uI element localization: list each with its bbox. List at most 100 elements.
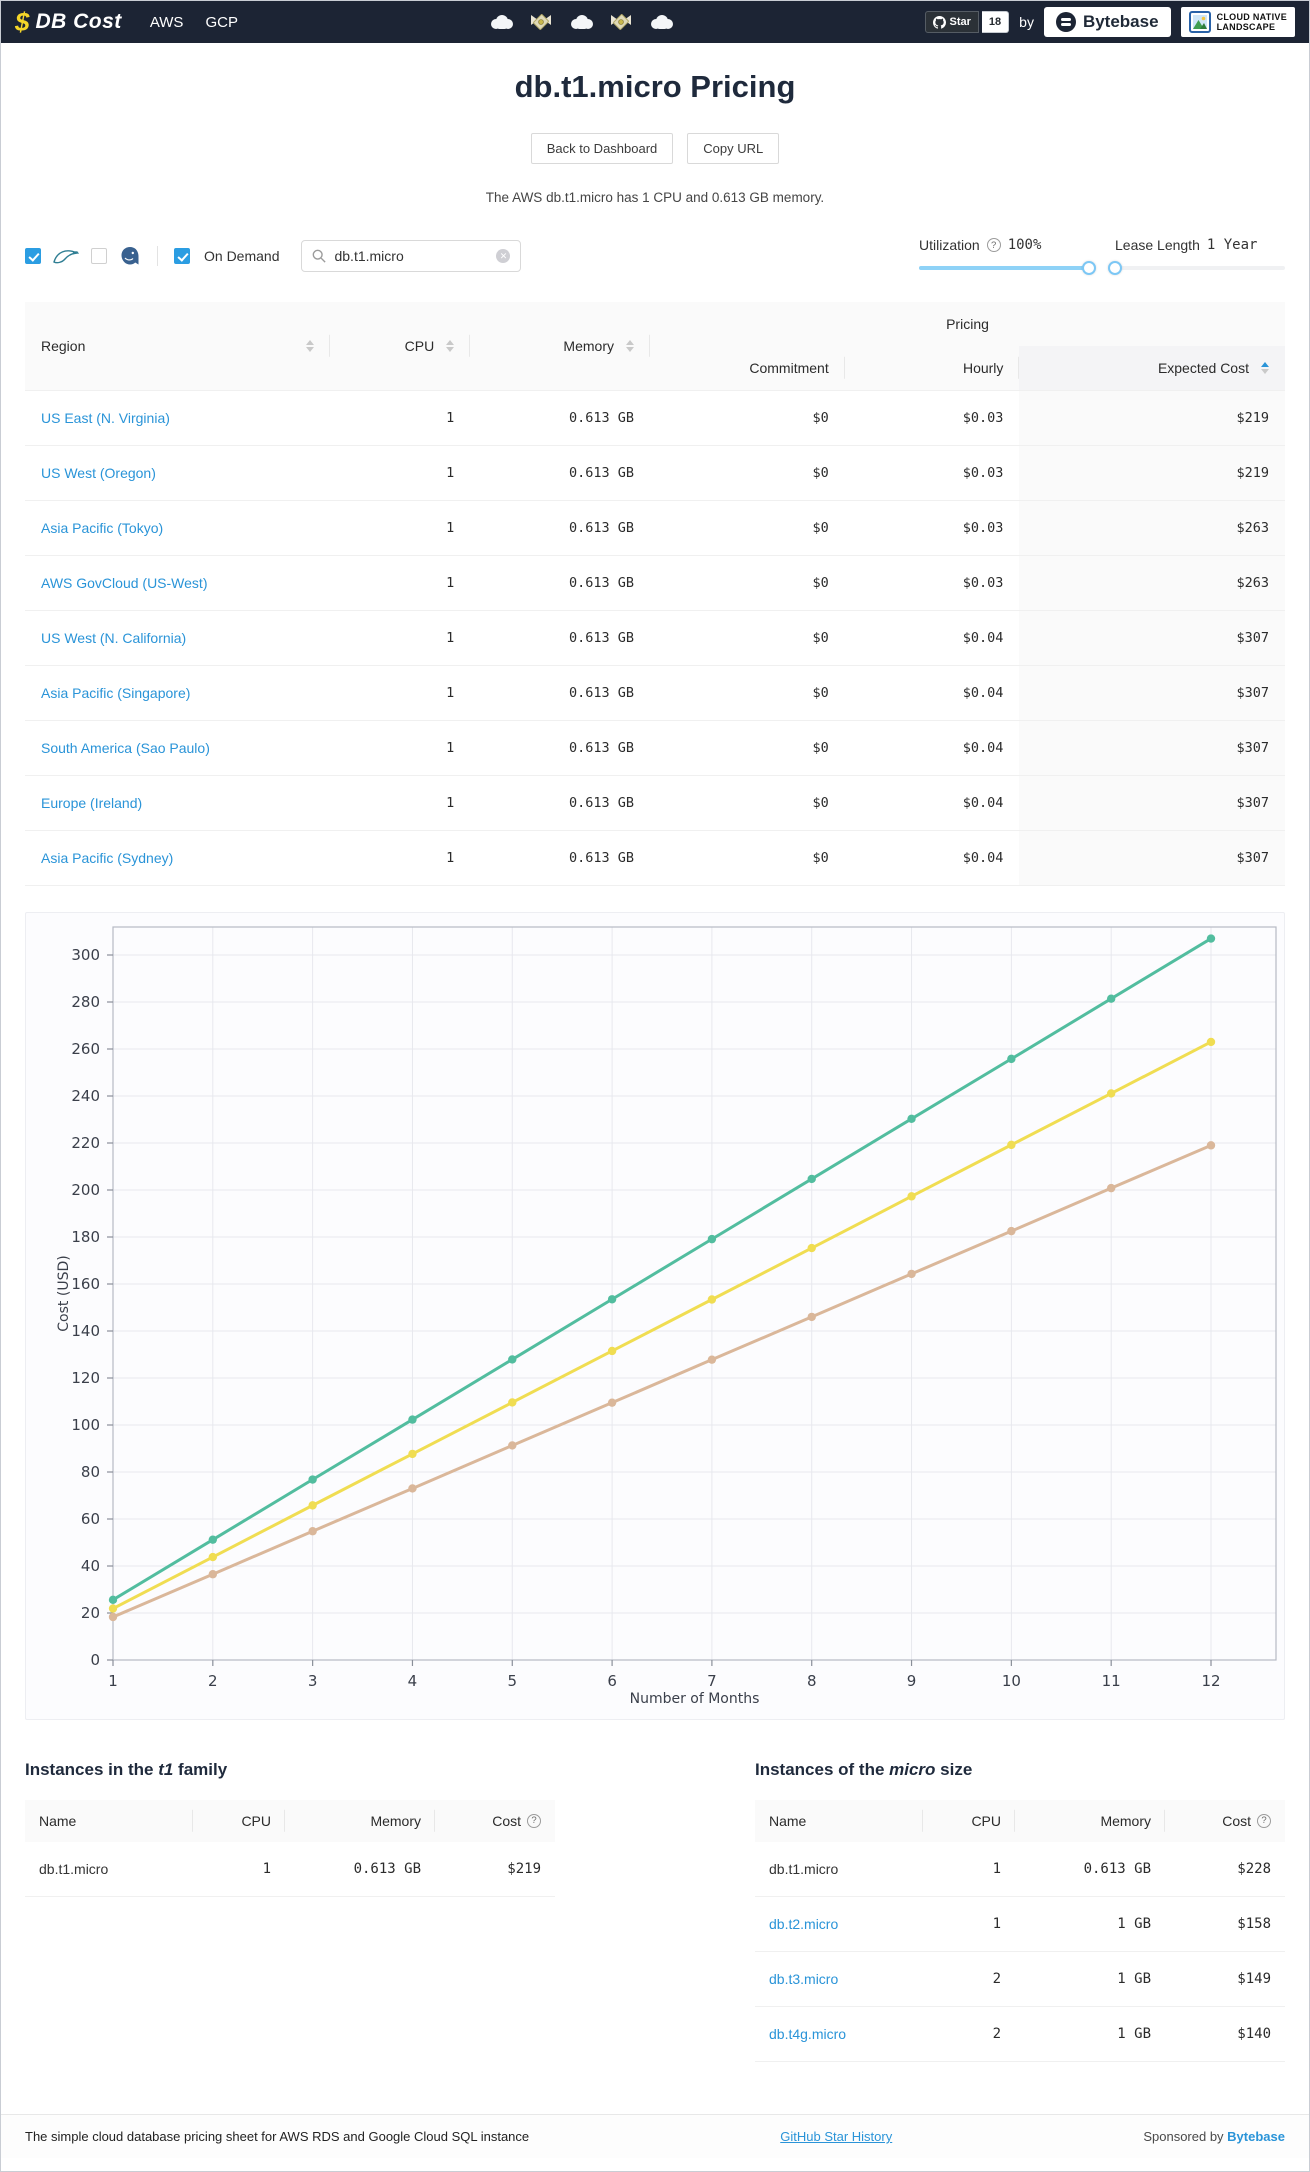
region-link[interactable]: US West (Oregon) [41,464,156,481]
size-instances-panel: Instances of the micro size Name CPU Mem… [755,1759,1285,2062]
cost-cell: $228 [1165,1841,1285,1897]
sort-icon[interactable] [306,339,315,352]
cloud-native-landscape-badge[interactable]: CLOUD NATIVE LANDSCAPE [1180,7,1295,37]
column-header-region[interactable]: Region [25,302,331,390]
mysql-checkbox[interactable] [25,248,41,264]
nav-aws[interactable]: AWS [149,13,184,31]
column-header-cpu[interactable]: CPU [330,302,471,390]
region-link[interactable]: Asia Pacific (Sydney) [41,849,174,866]
hourly-cell: $0.04 [844,775,1020,831]
question-circle-icon[interactable]: ? [527,1813,541,1828]
region-pricing-row: Asia Pacific (Tokyo) 1 0.613 GB $0 $0.03 $263 [25,500,1285,556]
region-pricing-row: South America (Sao Paulo) 1 0.613 GB $0 $0.0… [25,720,1285,776]
commitment-cell: $0 [649,445,845,501]
bytebase-logo-badge[interactable]: Bytebase [1043,7,1171,37]
dbcost-logo[interactable]: $ DB Cost [15,9,122,35]
cost-cell: $140 [1165,2006,1285,2062]
bytebase-label: Bytebase [1082,12,1159,31]
instance-link[interactable]: db.t4g.micro [769,2026,847,2042]
column-header-commitment: Commitment [649,346,845,390]
column-header-memory: Memory [1015,1799,1165,1842]
region-link[interactable]: US East (N. Virginia) [41,409,170,426]
expected-cost-cell: $307 [1019,610,1285,666]
region-cell: South America (Sao Paulo) [25,720,331,776]
column-header-cost: Cost ? [435,1799,555,1842]
cpu-cell: 1 [330,389,471,446]
landscape-icon [1188,11,1211,33]
region-cell: Asia Pacific (Tokyo) [25,500,331,556]
by-label: by [1019,14,1034,30]
footer-description: The simple cloud database pricing sheet … [25,2129,530,2144]
cpu-cell: 1 [330,610,471,666]
hourly-cell: $0.03 [844,445,1020,501]
svg-text:300: 300 [71,946,100,964]
size-instances-table: Name CPU Memory Cost ? db.t1.micro 1 0.613… [755,1799,1285,2062]
column-header-expected-cost[interactable]: Expected Cost [1019,346,1285,390]
cpu-cell: 1 [193,1841,285,1897]
instance-row: db.t1.micro 1 0.613 GB $228 [755,1841,1285,1897]
region-cell: US East (N. Virginia) [25,389,331,446]
region-link[interactable]: Europe (Ireland) [41,794,143,811]
clear-search-icon[interactable]: ✕ [496,249,511,263]
memory-cell: 1 GB [1015,1896,1165,1952]
sort-icon-active[interactable] [1261,361,1269,374]
copy-url-button[interactable]: Copy URL [687,133,780,164]
size-table-title: Instances of the micro size [755,1759,973,1779]
slider-handle[interactable] [1108,261,1122,275]
back-to-dashboard-button[interactable]: Back to Dashboard [530,133,674,164]
instance-name-cell: db.t1.micro [25,1841,193,1897]
postgres-checkbox[interactable] [91,248,107,264]
expected-cost-cell: $307 [1019,665,1285,721]
cpu-cell: 2 [923,2006,1015,2062]
sort-icon[interactable] [625,339,634,352]
region-link[interactable]: South America (Sao Paulo) [41,739,210,756]
region-pricing-row: US West (Oregon) 1 0.613 GB $0 $0.03 $219 [25,445,1285,501]
commitment-cell: $0 [649,555,845,611]
instance-link[interactable]: db.t3.micro [769,1971,839,1987]
utilization-value: 100% [1007,237,1042,253]
sort-icon[interactable] [446,339,455,352]
star-count[interactable]: 18 [981,11,1010,33]
landscape-label: CLOUD NATIVE LANDSCAPE [1216,11,1287,32]
cpu-cell: 1 [330,500,471,556]
column-header-hourly: Hourly [844,346,1020,390]
svg-text:140: 140 [71,1322,100,1340]
nav-gcp[interactable]: GCP [205,13,238,31]
column-group-pricing: Pricing [649,302,1285,346]
on-demand-checkbox[interactable] [174,248,190,264]
column-header-memory[interactable]: Memory [470,302,650,390]
memory-cell: 0.613 GB [470,775,650,831]
svg-text:11: 11 [1102,1672,1121,1690]
hourly-cell: $0.04 [844,665,1020,721]
svg-text:4: 4 [408,1672,418,1690]
github-star-badge[interactable]: Star 18 [924,11,1010,33]
search-input[interactable] [334,248,489,264]
memory-cell: 0.613 GB [470,665,650,721]
sponsor-bytebase-link[interactable]: Bytebase [1227,2129,1285,2144]
slider-handle[interactable] [1082,261,1096,275]
cost-cell: $219 [435,1841,555,1897]
instance-row: db.t1.micro 1 0.613 GB $219 [25,1841,555,1897]
pricing-table-wrap: Region CPU Memory [25,302,1285,886]
region-link[interactable]: AWS GovCloud (US-West) [41,574,208,591]
utilization-control: Utilization ? 100% [919,237,1096,276]
svg-text:200: 200 [71,1181,100,1199]
lease-length-slider[interactable] [1108,261,1285,275]
cloud-emoji [491,15,514,29]
svg-text:280: 280 [71,993,100,1011]
cpu-cell: 1 [923,1841,1015,1897]
money-with-wings-emoji [611,14,632,30]
region-link[interactable]: Asia Pacific (Tokyo) [41,519,164,536]
question-circle-icon[interactable]: ? [986,238,1001,252]
svg-text:2: 2 [208,1672,218,1690]
region-link[interactable]: US West (N. California) [41,629,187,646]
github-star-history-link[interactable]: GitHub Star History [780,2129,893,2144]
region-pricing-row: Asia Pacific (Sydney) 1 0.613 GB $0 $0.04 $30… [25,830,1285,886]
question-circle-icon[interactable]: ? [1257,1813,1271,1828]
sponsored-by: Sponsored by Bytebase [1143,2129,1285,2144]
svg-text:0: 0 [90,1651,100,1669]
region-link[interactable]: Asia Pacific (Singapore) [41,684,191,701]
instance-link[interactable]: db.t2.micro [769,1916,839,1932]
github-octocat-icon [932,15,946,29]
utilization-slider[interactable] [919,261,1096,275]
